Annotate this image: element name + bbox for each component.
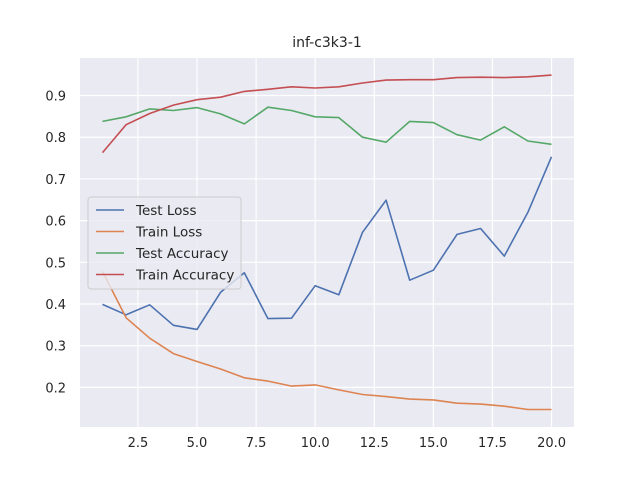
y-tick-label: 0.9 [45,90,66,105]
legend-label-train-accuracy: Train Accuracy [135,268,234,284]
test-loss-line [102,156,553,331]
y-tick-label: 0.4 [45,298,66,313]
x-axis-ticks: 2.5 5.0 7.5 10.0 12.5 15.0 17.5 20.0 [128,436,566,451]
chart-title: inf-c3k3-1 [292,35,362,51]
test-accuracy-line [102,106,552,146]
x-tick-label: 2.5 [128,436,149,451]
y-tick-label: 0.7 [45,173,66,188]
y-tick-label: 0.8 [45,131,66,146]
grid-lines [80,58,574,427]
legend: Test Loss Train Loss Test Accuracy Train Ac… [87,196,242,290]
x-tick-label: 5.0 [187,436,208,451]
train-loss-line [101,271,552,411]
x-tick-label: 15.0 [419,436,448,451]
y-axis-ticks: 0.2 0.3 0.4 0.5 0.6 0.7 0.8 0.9 [45,90,66,397]
y-tick-label: 0.5 [45,256,66,271]
legend-label-train-loss: Train Loss [135,225,202,241]
train-accuracy-line [101,74,552,154]
legend-label-test-loss: Test Loss [135,203,197,219]
y-tick-label: 0.2 [45,381,66,396]
x-tick-label: 7.5 [246,436,267,451]
x-tick-label: 17.5 [478,436,507,451]
legend-box [87,196,242,290]
legend-label-test-accuracy: Test Accuracy [135,246,229,262]
series-group [101,74,553,411]
x-tick-label: 10.0 [301,436,330,451]
x-tick-label: 12.5 [360,436,389,451]
x-tick-label: 20.0 [537,436,566,451]
y-tick-label: 0.6 [45,215,66,230]
y-tick-label: 0.3 [45,340,66,355]
